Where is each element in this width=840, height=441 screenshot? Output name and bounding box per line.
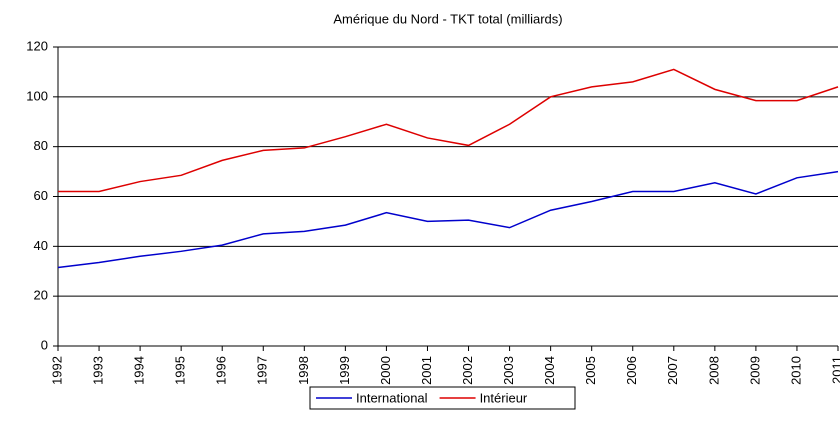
x-tick-label: 2006 [624, 356, 639, 385]
x-tick-label: 2002 [460, 356, 475, 385]
y-tick-label: 100 [26, 88, 48, 103]
x-tick-label: 2011 [829, 356, 840, 384]
x-tick-label: 1992 [49, 356, 64, 385]
x-tick-label: 2005 [583, 356, 598, 385]
x-tick-label: 1996 [214, 356, 229, 385]
chart-title: Amérique du Nord - TKT total (milliards) [333, 11, 562, 26]
x-tick-label: 2003 [501, 356, 516, 385]
x-tick-label: 2001 [419, 356, 434, 385]
legend-label: Intérieur [480, 390, 528, 405]
y-tick-label: 120 [26, 38, 48, 53]
y-tick-label: 0 [41, 337, 48, 352]
x-tick-label: 1997 [255, 356, 270, 385]
x-tick-label: 1998 [296, 356, 311, 385]
legend-label: International [356, 390, 428, 405]
series-line [57, 170, 839, 269]
y-tick-label: 20 [34, 288, 48, 303]
y-tick-label: 80 [34, 138, 48, 153]
x-tick-label: 2010 [788, 356, 803, 385]
x-tick-label: 2000 [378, 356, 393, 385]
x-tick-label: 1995 [173, 356, 188, 385]
x-tick-label: 2007 [665, 356, 680, 385]
series-line [58, 68, 839, 193]
x-tick-label: 2004 [542, 356, 557, 385]
x-tick-label: 1999 [337, 356, 352, 385]
y-tick-label: 40 [34, 238, 48, 253]
x-tick-label: 2008 [706, 356, 721, 385]
y-tick-label: 60 [34, 188, 48, 203]
x-tick-label: 2009 [747, 356, 762, 385]
x-tick-label: 1994 [132, 356, 147, 385]
x-tick-label: 1993 [90, 356, 105, 385]
